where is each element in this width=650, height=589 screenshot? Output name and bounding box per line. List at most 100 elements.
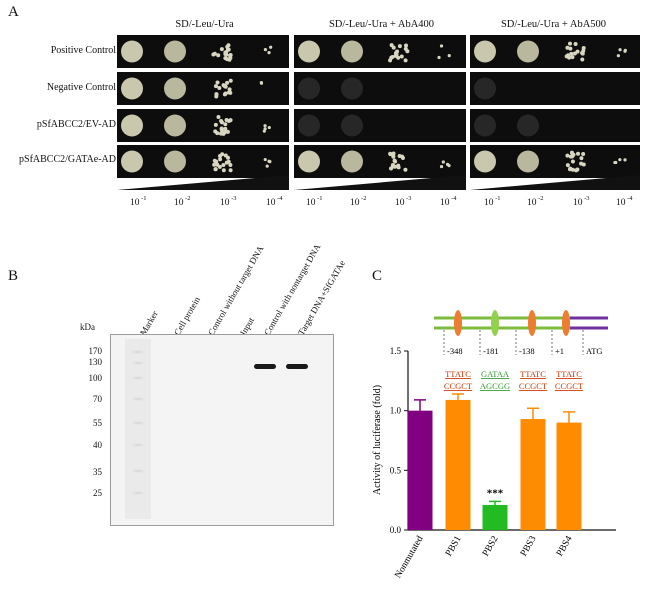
colony-dot xyxy=(263,127,267,131)
colony-dot xyxy=(227,87,232,92)
panel-label-c: C xyxy=(372,268,383,284)
colony-dot xyxy=(388,152,393,157)
plate-image xyxy=(470,35,640,68)
plate-image xyxy=(294,109,466,142)
error-bar xyxy=(527,407,539,420)
colony-dot xyxy=(226,119,231,124)
colony-dot xyxy=(403,167,408,172)
colony-dot xyxy=(575,167,580,172)
marker-lane-smear xyxy=(125,339,151,519)
colony-dot xyxy=(223,122,228,127)
site-sequence: TTATC xyxy=(445,369,471,379)
colony-dot xyxy=(393,159,398,164)
site-sequence: TTATC xyxy=(520,369,546,379)
dilution-label: 10 -2 xyxy=(527,195,544,208)
colony-dot xyxy=(268,160,272,164)
luciferase-chart: -348 -181 -138 +1 ATG TTATC CCGCT GATAA AGC… xyxy=(372,310,616,580)
colony-dot xyxy=(215,80,220,85)
colony-spot xyxy=(298,40,320,63)
strain-label: pSfABCC2/GATAe-AD xyxy=(19,154,116,165)
colony-dot xyxy=(223,126,228,131)
colony-dot xyxy=(581,151,586,156)
strain-label: Positive Control xyxy=(50,45,116,56)
plate-image xyxy=(117,72,289,105)
colony-dot xyxy=(569,150,574,155)
colony-dot xyxy=(213,129,218,134)
dilution-label: 10 -3 xyxy=(395,195,412,208)
site-sequence: CCGCT xyxy=(555,381,584,391)
dilution-label: 10 -3 xyxy=(573,195,590,208)
lane-label: Marker xyxy=(138,309,160,337)
bar xyxy=(520,419,546,530)
colony-dot xyxy=(565,163,570,168)
mw-marker: 55 xyxy=(93,418,102,428)
colony-dot xyxy=(403,43,408,48)
colony-dot xyxy=(391,154,396,159)
colony-spot xyxy=(121,150,143,173)
colony-dot xyxy=(218,157,223,162)
colony-dot xyxy=(221,162,226,167)
colony-dot xyxy=(220,152,225,157)
protein-band xyxy=(286,364,308,369)
colony-dot xyxy=(269,45,273,49)
plate-image xyxy=(117,35,289,68)
bars xyxy=(407,393,582,530)
x-tick-label: Nonmutated xyxy=(393,534,425,580)
colony-spot xyxy=(474,77,496,100)
colony-dot xyxy=(212,158,217,163)
binding-site-marker xyxy=(562,310,570,336)
colony-dot xyxy=(224,160,229,165)
colony-spot xyxy=(341,114,363,137)
colony-dot xyxy=(259,80,263,85)
colony-dot xyxy=(570,55,575,60)
colony-dot xyxy=(388,58,393,63)
plate-image xyxy=(294,72,466,105)
binding-site-marker xyxy=(528,310,536,336)
panel-label-a: A xyxy=(8,4,19,20)
colony-dot xyxy=(618,158,622,162)
colony-dot xyxy=(227,57,232,62)
colony-dot xyxy=(397,44,402,49)
colony-spot xyxy=(121,114,143,137)
marker-ladder-bands xyxy=(127,349,149,496)
colony-dot xyxy=(263,157,267,162)
colony-spot xyxy=(341,150,363,173)
colony-dot xyxy=(263,124,267,128)
colony-dot xyxy=(219,47,224,52)
colony-dot xyxy=(570,159,575,164)
site-sequence: GATAA xyxy=(481,369,510,379)
y-ticks: 0.0 0.5 1.0 1.5 xyxy=(390,346,408,535)
promoter-diagram: -348 -181 -138 +1 ATG xyxy=(434,310,608,356)
plate-image xyxy=(470,72,640,105)
colony-dot xyxy=(223,153,228,158)
colony-spot xyxy=(164,77,186,100)
bar xyxy=(445,399,471,530)
colony-spot xyxy=(474,114,496,137)
dilution-wedge xyxy=(294,175,466,190)
dilution-wedge xyxy=(470,175,640,190)
colony-dot xyxy=(213,122,218,127)
plate-image xyxy=(470,109,640,142)
colony-dot xyxy=(213,84,218,89)
colony-dot xyxy=(390,163,395,168)
error-bar xyxy=(563,411,575,423)
x-tick-labels: Nonmutated PBS1 PBS2 PBS3 PBS4 xyxy=(393,534,574,580)
site-sequence: CCGCT xyxy=(444,381,473,391)
colony-dot xyxy=(212,162,217,167)
colony-dot xyxy=(614,160,618,165)
colony-dot xyxy=(616,54,620,58)
colony-dot xyxy=(226,47,231,52)
colony-dot xyxy=(569,51,574,56)
colony-spot xyxy=(121,40,143,63)
site-sequence: CCGCT xyxy=(519,381,548,391)
colony-dot xyxy=(439,44,444,48)
colony-spot xyxy=(517,150,539,173)
colony-spot xyxy=(474,150,496,173)
mw-marker: 35 xyxy=(93,467,102,477)
site-sequence: AGCGG xyxy=(480,381,510,391)
position-label: -348 xyxy=(447,346,463,356)
colony-dot xyxy=(216,53,221,58)
colony-spot xyxy=(517,40,539,63)
colony-dot xyxy=(213,167,218,172)
colony-dot xyxy=(217,85,222,90)
